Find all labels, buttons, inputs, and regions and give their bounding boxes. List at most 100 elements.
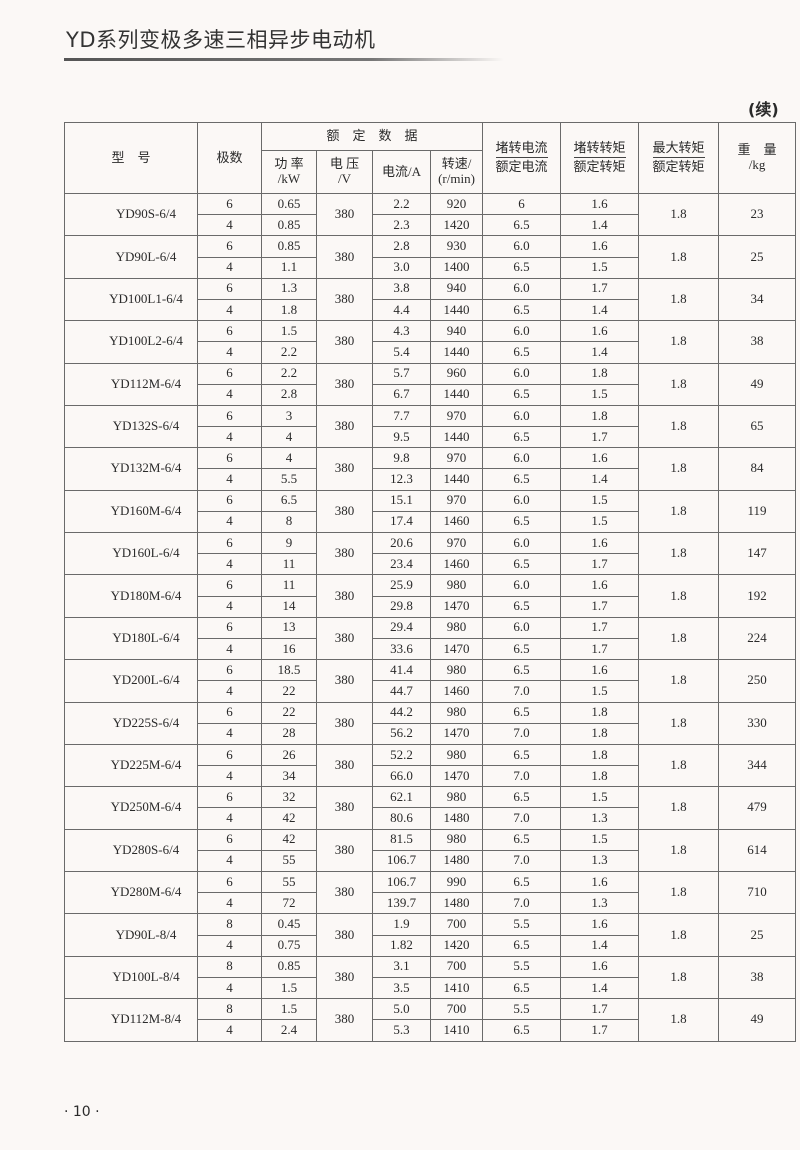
locked-torque-ratio-cell: 1.5 [560, 256, 640, 279]
poles-cell: 6 [197, 870, 262, 894]
voltage-cell: 380 [316, 447, 373, 491]
locked-current-ratio-cell: 6.5 [482, 383, 562, 406]
poles-cell: 6 [197, 701, 262, 724]
table-row: 4 2.4 5.3 1410 6.5 1.7 [65, 1019, 796, 1042]
max-torque-ratio-cell: 1.8 [638, 574, 720, 618]
weight-cell: 224 [718, 616, 797, 661]
weight-cell: 250 [718, 659, 797, 703]
speed-cell: 1400 [429, 256, 484, 279]
locked-torque-ratio-cell: 1.7 [560, 553, 640, 576]
power-cell: 2.4 [261, 1019, 317, 1042]
table-row: 4 2.8 6.7 1440 6.5 1.5 [65, 383, 796, 406]
header-locked-torque-ratio: 堵转转矩 额定转矩 [560, 122, 640, 194]
power-cell: 0.65 [261, 192, 317, 216]
power-cell: 8 [261, 510, 317, 534]
speed-cell: 970 [429, 489, 484, 512]
voltage-cell: 380 [316, 362, 373, 406]
locked-current-ratio-cell: 5.5 [482, 998, 562, 1021]
max-torque-ratio-cell: 1.8 [638, 913, 720, 957]
speed-cell: 990 [429, 870, 484, 894]
model-cell: YD225S-6/4 [64, 701, 198, 745]
poles-cell: 4 [197, 637, 262, 661]
locked-torque-ratio-cell: 1.4 [560, 468, 640, 491]
current-cell: 5.7 [372, 362, 431, 385]
power-cell: 22 [261, 680, 317, 703]
locked-torque-ratio-cell: 1.6 [560, 870, 640, 894]
locked-current-ratio-cell: 6.0 [482, 574, 562, 597]
power-cell: 11 [261, 553, 317, 576]
locked-current-ratio-cell: 6.5 [482, 256, 562, 279]
weight-cell: 23 [718, 192, 797, 237]
current-cell: 62.1 [372, 786, 431, 809]
max-torque-ratio-cell: 1.8 [638, 870, 720, 915]
speed-cell: 1480 [429, 892, 484, 915]
current-cell: 12.3 [372, 468, 431, 491]
locked-current-ratio-cell: 7.0 [482, 892, 562, 915]
table-row: YD100L1-6/4 6 1.3 380 3.8 940 6.0 1.7 1.8 34 [64, 277, 797, 322]
locked-current-ratio-cell: 6.5 [482, 870, 562, 894]
max-torque-ratio-cell: 1.8 [638, 489, 720, 534]
power-cell: 1.5 [261, 320, 317, 343]
header-locked-current-ratio: 堵转电流 额定电流 [482, 122, 562, 194]
locked-current-ratio-cell: 6.0 [482, 362, 562, 385]
speed-cell: 1470 [429, 595, 484, 618]
voltage-cell: 380 [316, 574, 373, 618]
locked-current-ratio-cell: 6 [482, 192, 562, 216]
power-cell: 4 [261, 447, 317, 470]
header-power: 功 率/kW [261, 150, 317, 194]
continued-label: (续) [748, 100, 779, 119]
voltage-cell: 380 [316, 489, 373, 534]
power-cell: 22 [261, 701, 317, 724]
locked-torque-ratio-cell: 1.7 [560, 277, 640, 300]
locked-current-ratio-cell: 6.5 [482, 553, 562, 576]
poles-cell: 6 [197, 616, 262, 639]
poles-cell: 4 [197, 256, 262, 279]
speed-cell: 980 [429, 659, 484, 682]
locked-torque-ratio-cell: 1.6 [560, 659, 640, 682]
speed-cell: 1480 [429, 849, 484, 873]
poles-cell: 4 [197, 595, 262, 618]
voltage-cell: 380 [316, 235, 373, 279]
locked-torque-ratio-cell: 1.6 [560, 192, 640, 216]
header-current: 电流/A [372, 150, 431, 194]
speed-cell: 980 [429, 786, 484, 809]
locked-torque-ratio-cell: 1.8 [560, 404, 640, 428]
locked-torque-ratio-cell: 1.5 [560, 828, 640, 851]
max-torque-ratio-cell: 1.8 [638, 743, 720, 788]
power-cell: 0.85 [261, 235, 317, 258]
weight-cell: 192 [718, 574, 797, 618]
locked-current-ratio-cell: 6.5 [482, 934, 562, 957]
power-cell: 32 [261, 786, 317, 809]
locked-current-ratio-cell: 6.0 [482, 404, 562, 428]
table-row: 4 5.5 12.3 1440 6.5 1.4 [65, 468, 796, 491]
max-torque-ratio-cell: 1.8 [638, 192, 720, 237]
table-row: 4 14 29.8 1470 6.5 1.7 [65, 595, 796, 618]
poles-cell: 8 [197, 913, 262, 936]
current-cell: 44.7 [372, 680, 431, 703]
locked-torque-ratio-cell: 1.6 [560, 235, 640, 258]
poles-cell: 4 [197, 722, 262, 745]
power-cell: 1.8 [261, 298, 317, 322]
poles-cell: 8 [197, 998, 262, 1021]
table-row: YD160M-6/4 6 6.5 380 15.1 970 6.0 1.5 1.8 119 [64, 489, 797, 534]
current-cell: 2.3 [372, 214, 431, 237]
speed-cell: 1440 [429, 341, 484, 364]
model-cell: YD280S-6/4 [64, 828, 198, 873]
poles-cell: 6 [197, 743, 262, 767]
current-cell: 33.6 [372, 637, 431, 661]
speed-cell: 940 [429, 320, 484, 343]
current-cell: 41.4 [372, 659, 431, 682]
max-torque-ratio-cell: 1.8 [638, 828, 720, 873]
locked-current-ratio-cell: 6.5 [482, 468, 562, 491]
locked-current-ratio-cell: 6.5 [482, 1019, 562, 1042]
power-cell: 1.1 [261, 256, 317, 279]
weight-cell: 710 [718, 870, 797, 915]
power-cell: 0.45 [261, 913, 317, 936]
poles-cell: 8 [197, 955, 262, 978]
speed-cell: 980 [429, 574, 484, 597]
poles-cell: 6 [197, 828, 262, 851]
locked-torque-ratio-cell: 1.6 [560, 447, 640, 470]
locked-torque-ratio-cell: 1.8 [560, 743, 640, 767]
voltage-cell: 380 [316, 701, 373, 745]
locked-torque-ratio-cell: 1.4 [560, 298, 640, 322]
